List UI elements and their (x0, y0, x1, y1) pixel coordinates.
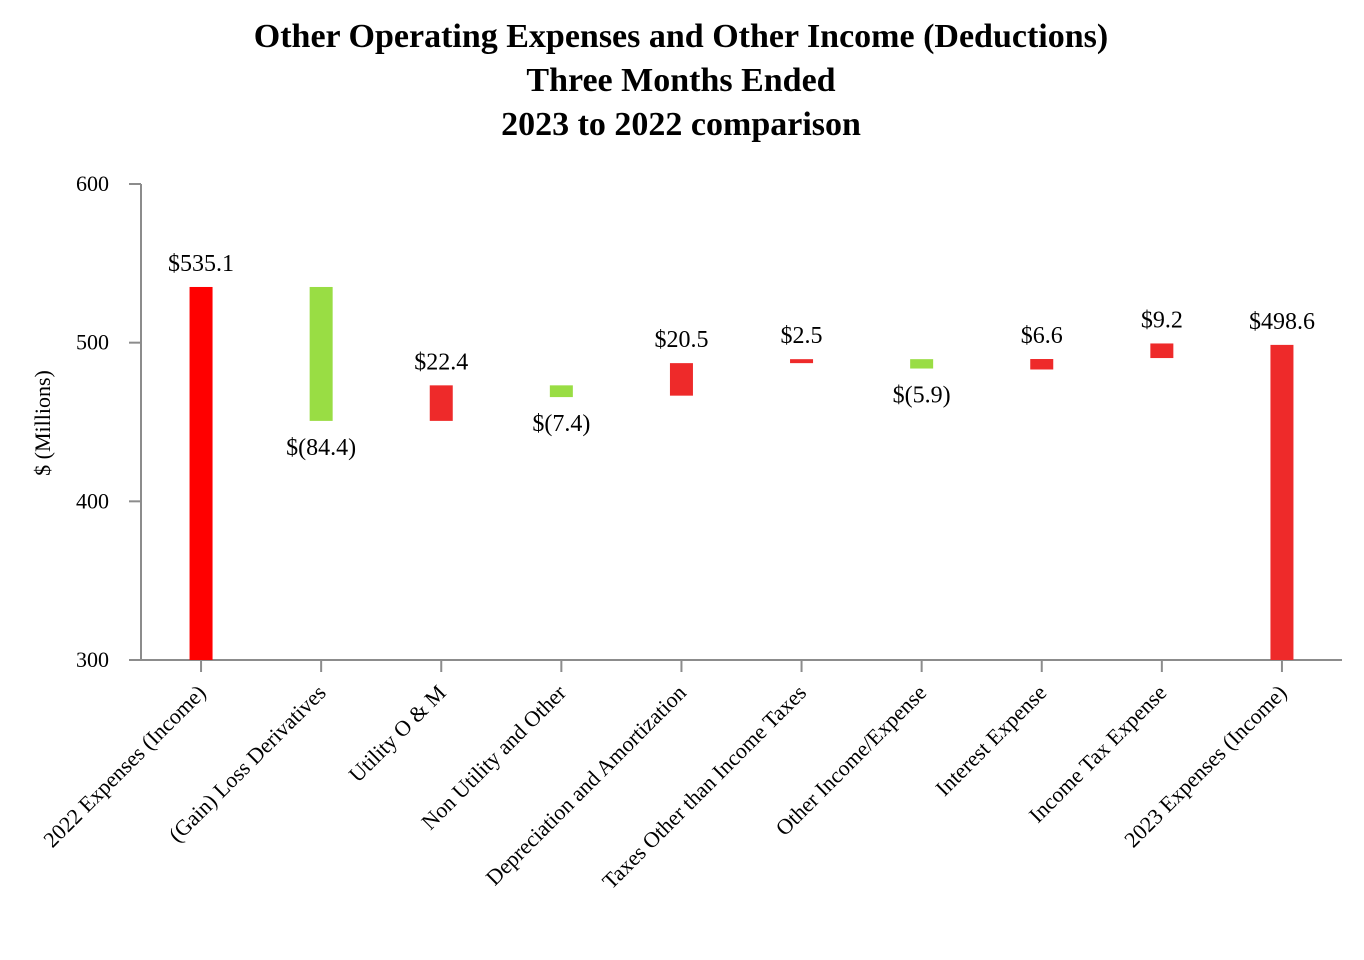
data-labels: $535.1 $(84.4) $22.4 $(7.4) $20.5 $2.5 $(5.9) $… (168, 251, 1315, 461)
data-label-7: $(5.9) (893, 383, 951, 409)
bar-10 (1270, 344, 1294, 660)
chart-title-line-1: Other Operating Expenses and Other Incom… (254, 18, 1108, 55)
data-label-5: $20.5 (654, 327, 708, 353)
data-label-8: $6.6 (1021, 323, 1063, 349)
y-tick-label: 600 (76, 171, 109, 196)
bar-2 (309, 286, 333, 421)
chart-title: Other Operating Expenses and Other Incom… (254, 18, 1108, 143)
y-tick-label: 500 (76, 330, 109, 355)
bar-1 (189, 286, 213, 660)
data-label-2: $(84.4) (286, 435, 356, 461)
bar-8 (1030, 359, 1054, 370)
x-axis (141, 659, 1342, 672)
bar-4 (549, 385, 573, 398)
category-label-3: Utility O & M (344, 680, 451, 787)
y-axis: 300 400 500 600 (76, 171, 142, 672)
chart-title-line-3: 2023 to 2022 comparison (501, 106, 861, 143)
data-label-10: $498.6 (1249, 309, 1315, 335)
y-axis-title: $ (Millions) (30, 370, 55, 476)
data-label-6: $2.5 (781, 323, 823, 349)
y-tick-label: 400 (76, 488, 109, 513)
data-label-3: $22.4 (414, 349, 468, 375)
data-label-4: $(7.4) (532, 411, 590, 437)
bars (189, 286, 1294, 660)
category-labels: 2022 Expenses (Income)(Gain) Loss Deriva… (38, 679, 1291, 893)
data-label-1: $535.1 (168, 251, 234, 277)
bar-9 (1150, 343, 1174, 359)
bar-3 (429, 385, 453, 421)
category-label-5: Depreciation and Amortization (481, 680, 691, 890)
y-tick-label: 300 (76, 647, 109, 672)
bar-6 (790, 359, 814, 364)
bar-7 (910, 359, 934, 369)
category-label-6: Taxes Other than Income Taxes (597, 680, 811, 894)
category-label-8: Interest Expense (930, 680, 1051, 801)
chart-title-line-2: Three Months Ended (526, 62, 835, 99)
data-label-9: $9.2 (1141, 307, 1183, 333)
bar-5 (669, 363, 693, 396)
